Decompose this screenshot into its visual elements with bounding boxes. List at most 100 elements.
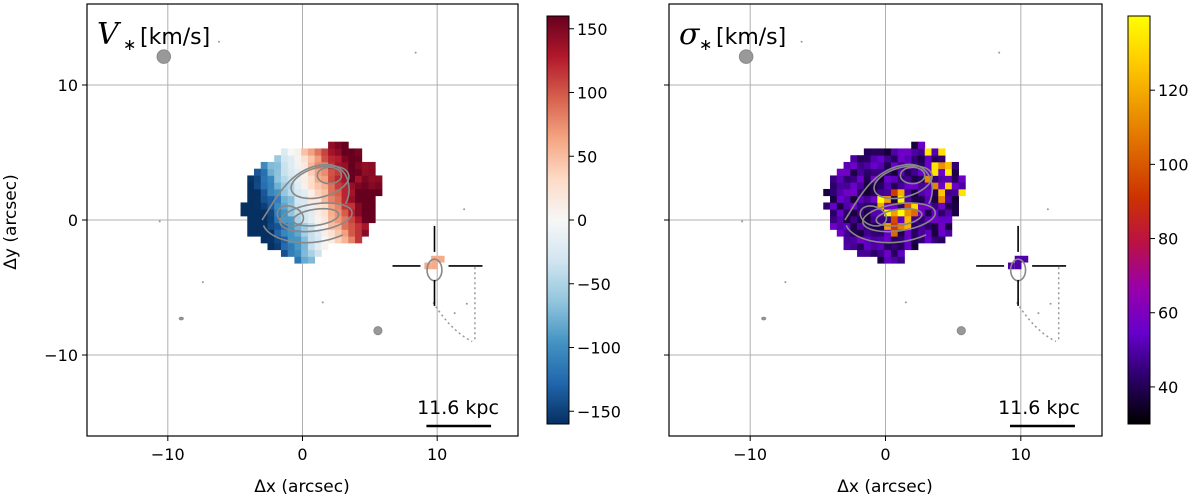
- heatmap-pixel: [328, 229, 336, 237]
- heatmap-pixel: [911, 215, 919, 224]
- x-tick-label: 0: [297, 445, 307, 464]
- heatmap-pixel: [301, 249, 309, 257]
- heatmap-pixel: [830, 222, 838, 230]
- heatmap-pixel: [850, 215, 858, 224]
- heatmap-pixel: [877, 195, 885, 203]
- heatmap-pixel: [274, 161, 282, 170]
- heatmap-pixel: [850, 155, 858, 163]
- contours: [156, 40, 476, 343]
- y-tick-label: −10: [44, 346, 78, 365]
- heatmap-pixel: [287, 188, 295, 197]
- heatmap-pixel: [857, 182, 865, 190]
- heatmap-pixel: [917, 168, 926, 176]
- heatmap-pixel: [355, 161, 363, 170]
- heatmap-pixel: [260, 202, 268, 210]
- heatmap-pixel: [857, 215, 865, 224]
- heatmap-pixel: [823, 202, 831, 210]
- heatmap-pixel: [897, 155, 905, 163]
- companion-pixel: [437, 255, 445, 263]
- contour: [899, 166, 926, 185]
- heatmap-pixel: [924, 222, 932, 230]
- heatmap-pixel: [924, 148, 932, 156]
- heatmap-pixel: [863, 229, 872, 237]
- heatmap-pixel: [911, 195, 919, 203]
- heatmap-pixel: [904, 229, 912, 237]
- heatmap-pixel: [321, 209, 329, 217]
- contour: [292, 207, 340, 227]
- source-speck: [463, 208, 466, 211]
- velocity-colorbar: 150 100 50 0 −50 −100 −150: [546, 15, 621, 425]
- heatmap-pixel: [328, 188, 336, 197]
- heatmap-pixel: [294, 195, 302, 203]
- heatmap-pixel: [884, 242, 892, 251]
- heatmap-pixel: [877, 175, 885, 183]
- source-speck: [158, 220, 161, 223]
- heatmap-pixel: [361, 222, 369, 230]
- heatmap-pixel: [863, 195, 872, 203]
- heatmap-pixel: [830, 182, 838, 190]
- heatmap-pixel: [938, 188, 946, 197]
- heatmap-pixel: [314, 215, 322, 224]
- ticks: −10 0 10: [664, 84, 1031, 464]
- heatmap-pixel: [945, 209, 953, 217]
- heatmap-pixel: [911, 155, 919, 163]
- heatmap-pixel: [348, 182, 356, 190]
- heatmap-pixel: [287, 195, 295, 203]
- heatmap-pixel: [294, 209, 302, 217]
- heatmap-pixel: [884, 209, 892, 217]
- heatmap-pixel: [836, 209, 844, 217]
- heatmap-pixel: [314, 242, 322, 251]
- heatmap-pixel: [850, 236, 858, 244]
- heatmap-pixel: [904, 188, 912, 197]
- heatmap-pixel: [361, 229, 369, 237]
- heatmap-pixel: [830, 188, 838, 197]
- contour: [262, 225, 344, 244]
- heatmap-pixel: [368, 195, 376, 203]
- contour: [276, 205, 305, 227]
- heatmap-pixel: [917, 175, 926, 183]
- heatmap-pixel: [884, 155, 892, 163]
- heatmap-pixel: [348, 161, 356, 170]
- heatmap-pixel: [328, 155, 336, 163]
- heatmap-pixel: [334, 175, 342, 183]
- heatmap-pixel: [830, 209, 838, 217]
- heatmap-pixel: [328, 209, 336, 217]
- heatmap-pixel: [287, 161, 295, 170]
- heatmap-pixel: [843, 161, 851, 170]
- heatmap-pixel: [830, 215, 838, 224]
- source-speck: [321, 301, 324, 304]
- heatmap-pixel: [280, 161, 289, 170]
- heatmap-pixel: [917, 202, 926, 210]
- companion-crosshair: [976, 225, 1067, 306]
- heatmap-pixel: [348, 222, 356, 230]
- heatmap-pixel: [911, 175, 919, 183]
- heatmap-pixel: [301, 155, 309, 163]
- heatmap-pixel: [843, 242, 851, 251]
- panel-title-subscript: ∗: [699, 35, 712, 54]
- heatmap-pixel: [843, 175, 851, 183]
- heatmap-pixel: [931, 155, 939, 163]
- heatmap-pixel: [247, 202, 255, 210]
- heatmap-pixel: [368, 188, 376, 197]
- contour: [844, 163, 933, 221]
- heatmap-pixel: [334, 236, 342, 244]
- heatmap-pixel: [334, 168, 342, 176]
- heatmap-pixel: [274, 175, 282, 183]
- heatmap-pixel: [254, 222, 262, 230]
- heatmap-pixel: [280, 229, 289, 237]
- heatmap-pixel: [294, 242, 302, 251]
- heatmap-pixel: [890, 236, 899, 244]
- heatmap-pixel: [307, 242, 316, 251]
- heatmap-pixel: [341, 222, 349, 230]
- heatmap-pixel: [897, 242, 905, 251]
- contour: [862, 202, 937, 233]
- colorbar-tick-label: −150: [577, 402, 621, 421]
- heatmap-pixel: [321, 229, 329, 237]
- heatmap-pixel: [843, 182, 851, 190]
- heatmap-pixel: [355, 148, 363, 156]
- heatmap-pixel: [247, 175, 255, 183]
- heatmap-pixel: [260, 236, 268, 244]
- contour: [859, 205, 888, 227]
- heatmap-pixel: [280, 175, 289, 183]
- x-tick-label: 0: [880, 445, 890, 464]
